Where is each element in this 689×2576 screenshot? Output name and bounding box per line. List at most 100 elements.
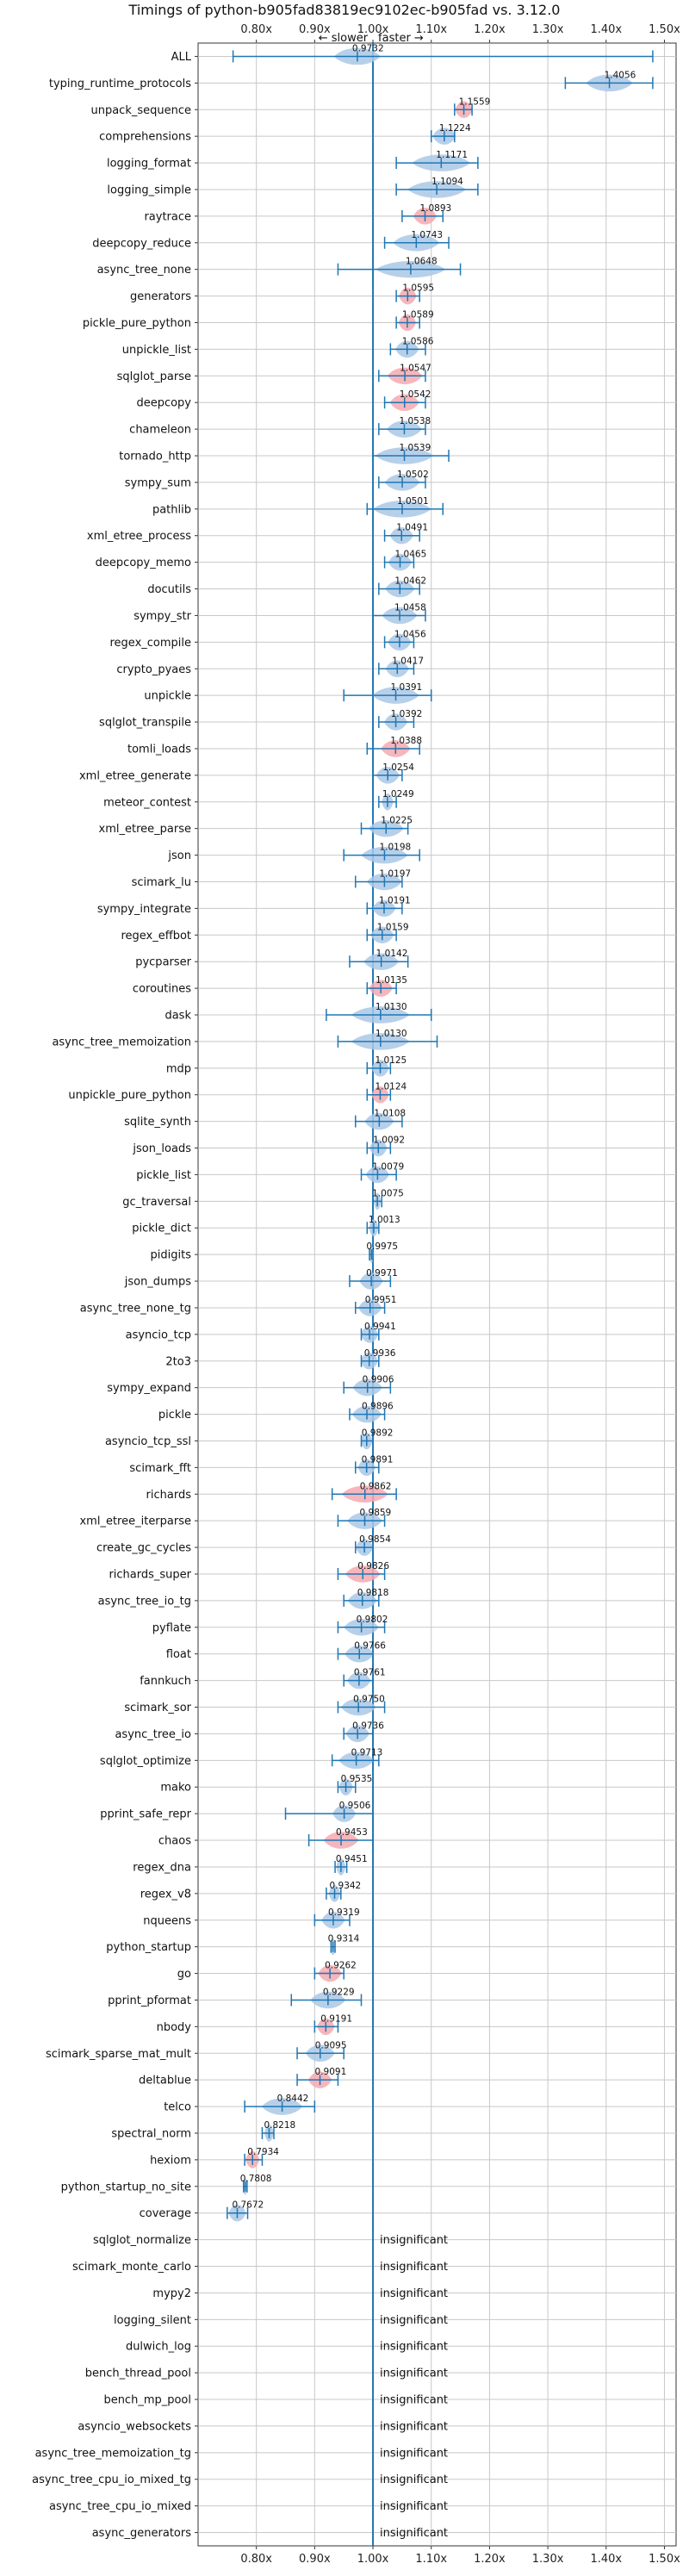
benchmark-label: tomli_loads xyxy=(127,743,191,756)
value-label: 1.0589 xyxy=(402,309,434,320)
benchmark-label: mypy2 xyxy=(152,2287,191,2300)
benchmark-label: logging_simple xyxy=(107,184,191,196)
value-label: 0.9826 xyxy=(357,1561,389,1571)
value-label: 0.9506 xyxy=(339,1801,371,1811)
insignificant-label: insignificant xyxy=(380,2341,448,2354)
value-label: 1.0542 xyxy=(400,389,431,400)
benchmark-label: async_tree_io_tg xyxy=(98,1595,191,1608)
x-tick-label-top: 0.80x xyxy=(240,23,272,36)
benchmark-label: python_startup xyxy=(106,1941,191,1954)
value-label: 0.9713 xyxy=(351,1747,383,1758)
value-label: 0.9095 xyxy=(315,2040,347,2050)
benchmark-label: regex_v8 xyxy=(140,1888,191,1901)
x-tick-label-bottom: 1.10x xyxy=(415,2553,447,2566)
value-label: 1.1171 xyxy=(436,150,468,160)
value-label: 0.9229 xyxy=(323,1987,355,1997)
value-label: 1.0458 xyxy=(394,602,426,613)
benchmark-label: bench_thread_pool xyxy=(85,2368,191,2380)
value-label: 1.1094 xyxy=(431,177,463,187)
benchmark-label: pycparser xyxy=(135,956,191,969)
x-tick-label-top: 1.30x xyxy=(532,23,564,36)
value-label: 1.0254 xyxy=(382,762,414,773)
value-label: 0.7672 xyxy=(232,2200,264,2211)
insignificant-label: insignificant xyxy=(380,2420,448,2433)
x-tick-label-bottom: 1.00x xyxy=(357,2553,389,2566)
benchmark-label: async_tree_memoization_tg xyxy=(35,2447,191,2460)
value-label: 0.9732 xyxy=(352,43,384,53)
benchmark-label: xml_etree_parse xyxy=(99,823,191,836)
value-label: 1.0125 xyxy=(376,1055,407,1066)
benchmark-label: sympy_str xyxy=(133,610,191,623)
benchmark-label: deepcopy_reduce xyxy=(92,237,191,250)
insignificant-label: insignificant xyxy=(380,2394,448,2407)
insignificant-label: insignificant xyxy=(380,2447,448,2460)
benchmark-label: go xyxy=(177,1968,191,1981)
value-label: 1.0538 xyxy=(399,416,431,426)
value-label: 1.0130 xyxy=(376,1029,407,1039)
value-label: 0.9262 xyxy=(325,1961,357,1971)
benchmark-label: sqlglot_transpile xyxy=(99,717,191,730)
benchmark-label: meteor_contest xyxy=(103,796,191,809)
value-label: 0.9891 xyxy=(362,1454,394,1465)
plot-frame xyxy=(197,42,677,2547)
benchmark-label: fannkuch xyxy=(140,1675,191,1688)
value-label: 1.0159 xyxy=(377,922,409,932)
insignificant-label: insignificant xyxy=(380,2287,448,2300)
benchmark-label: json_dumps xyxy=(124,1276,191,1289)
benchmark-label: async_tree_memoization xyxy=(52,1036,191,1048)
benchmark-label: asyncio_tcp xyxy=(126,1328,191,1341)
benchmark-label: comprehensions xyxy=(99,131,191,144)
benchmark-label: pidigits xyxy=(151,1249,192,1262)
benchmark-label: typing_runtime_protocols xyxy=(49,78,191,90)
benchmark-label: nbody xyxy=(157,2021,192,2034)
benchmark-label: gc_traversal xyxy=(122,1196,191,1209)
x-tick-label-bottom: 1.30x xyxy=(532,2553,564,2566)
benchmark-label: scimark_lu xyxy=(132,876,191,889)
value-label: 0.9091 xyxy=(315,2067,347,2077)
value-label: 1.0197 xyxy=(379,868,411,879)
benchmark-label: pickle_dict xyxy=(132,1223,191,1235)
value-label: 0.9453 xyxy=(336,1827,368,1838)
insignificant-label: insignificant xyxy=(380,2368,448,2380)
benchmark-label: sqlglot_normalize xyxy=(93,2234,191,2247)
value-label: 1.0130 xyxy=(376,1002,407,1012)
value-label: 1.0391 xyxy=(391,682,423,693)
benchmark-label: sympy_integrate xyxy=(97,903,191,916)
value-label: 1.1224 xyxy=(439,123,471,134)
value-label: 1.0491 xyxy=(396,523,428,533)
benchmark-label: dask xyxy=(164,1010,191,1023)
benchmark-label: async_tree_none_tg xyxy=(80,1302,191,1315)
benchmark-label: coroutines xyxy=(133,983,191,996)
x-tick-label-top: 1.10x xyxy=(415,23,447,36)
direction-faster-label: faster → xyxy=(378,32,424,45)
value-label: 0.7934 xyxy=(247,2147,279,2157)
benchmark-label: dulwich_log xyxy=(126,2341,191,2354)
value-label: 0.9314 xyxy=(328,1934,360,1944)
insignificant-label: insignificant xyxy=(380,2261,448,2274)
benchmark-label: async_tree_cpu_io_mixed_tg xyxy=(32,2473,191,2486)
benchmark-label: scimark_fft xyxy=(129,1462,191,1475)
value-label: 0.9936 xyxy=(364,1348,396,1359)
benchmark-label: generators xyxy=(130,290,191,303)
benchmark-label: bench_mp_pool xyxy=(103,2394,191,2407)
benchmark-label: ALL xyxy=(171,51,192,64)
benchmark-label: unpickle_list xyxy=(122,344,191,357)
benchmark-label: unpickle_pure_python xyxy=(68,1089,191,1102)
benchmark-label: mako xyxy=(160,1782,191,1795)
x-tick-label-bottom: 1.50x xyxy=(649,2553,680,2566)
benchmark-label: xml_etree_generate xyxy=(79,769,191,782)
value-label: 1.0743 xyxy=(411,230,443,240)
benchmark-label: mdp xyxy=(166,1062,191,1075)
insignificant-label: insignificant xyxy=(380,2473,448,2486)
value-label: 0.7808 xyxy=(240,2174,272,2184)
benchmark-label: unpack_sequence xyxy=(90,104,191,117)
benchmark-label: sympy_expand xyxy=(107,1382,191,1395)
benchmark-label: scimark_sor xyxy=(124,1702,191,1714)
x-tick-label-top: 1.20x xyxy=(474,23,506,36)
value-label: 1.0539 xyxy=(400,443,431,453)
value-label: 1.0191 xyxy=(379,895,411,905)
value-label: 1.0547 xyxy=(400,363,431,373)
value-label: 0.9854 xyxy=(359,1534,391,1545)
value-label: 1.0586 xyxy=(402,336,434,346)
benchmark-label: sqlite_synth xyxy=(124,1116,191,1129)
